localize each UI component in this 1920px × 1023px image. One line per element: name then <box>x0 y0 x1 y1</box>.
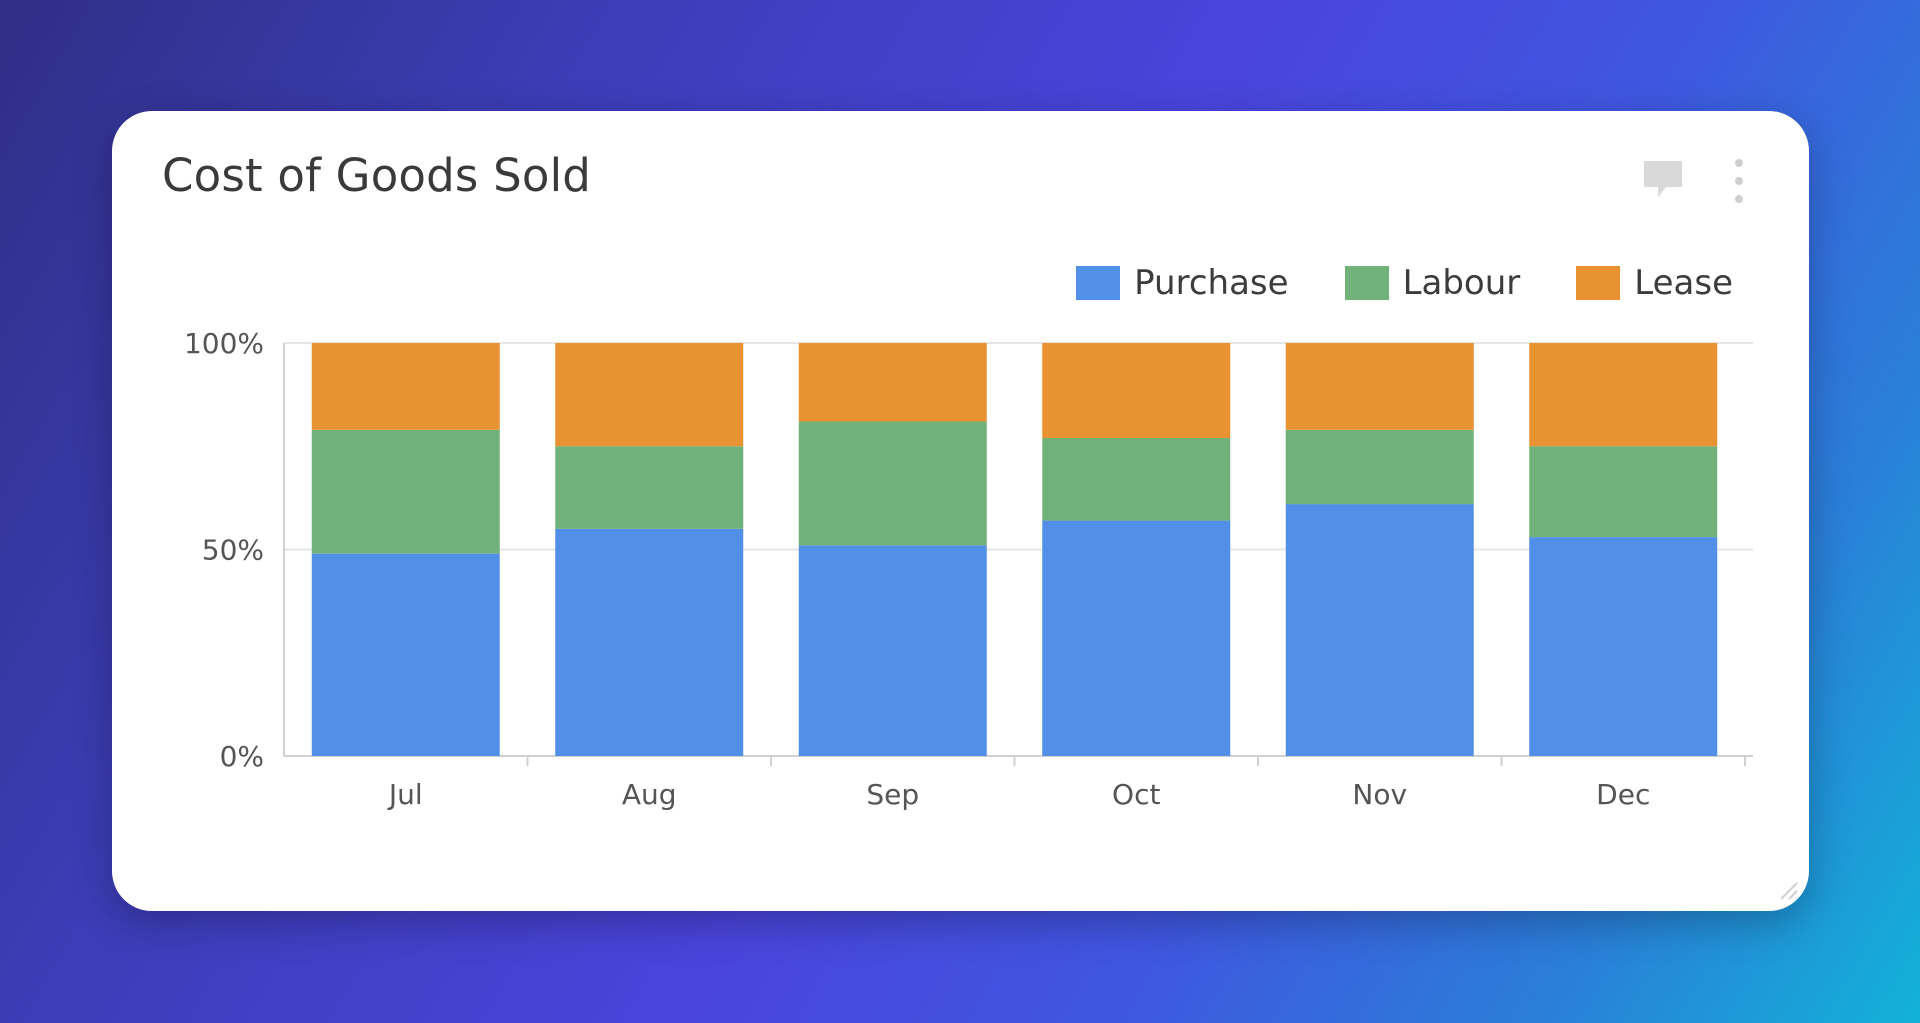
x-tick-label: Dec <box>1596 778 1650 811</box>
x-tick-label: Oct <box>1112 778 1160 811</box>
bar-labour-dec[interactable] <box>1529 446 1718 538</box>
x-tick-label: Sep <box>866 778 919 811</box>
resize-handle-icon[interactable] <box>1777 879 1799 901</box>
more-vert-icon[interactable] <box>1732 157 1746 207</box>
bar-labour-nov[interactable] <box>1285 429 1474 505</box>
bar-purchase-nov[interactable] <box>1285 504 1474 756</box>
x-tick-label: Jul <box>387 778 423 811</box>
legend-swatch <box>1076 266 1121 300</box>
legend-item-labour[interactable]: Labour <box>1344 263 1521 303</box>
bar-purchase-jul[interactable] <box>311 553 500 756</box>
legend-label: Labour <box>1402 263 1521 303</box>
bar-labour-aug[interactable] <box>555 446 744 529</box>
legend-item-lease[interactable]: Lease <box>1576 263 1733 303</box>
chart-title: Cost of Goods Sold <box>162 149 592 202</box>
chart-card: Cost of Goods Sold Purchase Labour Lease 0… <box>112 111 1809 911</box>
bar-lease-oct[interactable] <box>1042 343 1231 438</box>
bar-purchase-sep[interactable] <box>798 545 987 756</box>
bar-purchase-dec[interactable] <box>1529 537 1718 756</box>
stacked-bar-chart: 0% 50% 100% Jul Aug Sep Oct Nov Dec <box>184 327 1753 811</box>
legend-swatch <box>1576 266 1621 300</box>
bar-purchase-aug[interactable] <box>555 528 744 756</box>
bar-lease-nov[interactable] <box>1285 343 1474 430</box>
y-tick-label: 100% <box>184 327 264 360</box>
y-tick-label: 50% <box>202 534 264 567</box>
bar-labour-oct[interactable] <box>1042 437 1231 521</box>
chart-legend: Purchase Labour Lease <box>1076 263 1733 303</box>
bar-labour-jul[interactable] <box>311 429 500 554</box>
x-tick-label: Nov <box>1352 778 1407 811</box>
legend-label: Purchase <box>1134 263 1289 303</box>
bar-purchase-oct[interactable] <box>1042 520 1231 756</box>
bar-lease-aug[interactable] <box>555 343 744 447</box>
comment-icon[interactable] <box>1640 157 1686 203</box>
bar-lease-jul[interactable] <box>311 343 500 430</box>
x-tick-label: Aug <box>622 778 677 811</box>
y-tick-label: 0% <box>220 740 264 773</box>
bar-lease-sep[interactable] <box>798 343 987 422</box>
legend-label: Lease <box>1634 263 1733 303</box>
legend-swatch <box>1344 266 1389 300</box>
legend-item-purchase[interactable]: Purchase <box>1076 263 1289 303</box>
bar-lease-dec[interactable] <box>1529 343 1718 447</box>
bar-labour-sep[interactable] <box>798 421 987 546</box>
